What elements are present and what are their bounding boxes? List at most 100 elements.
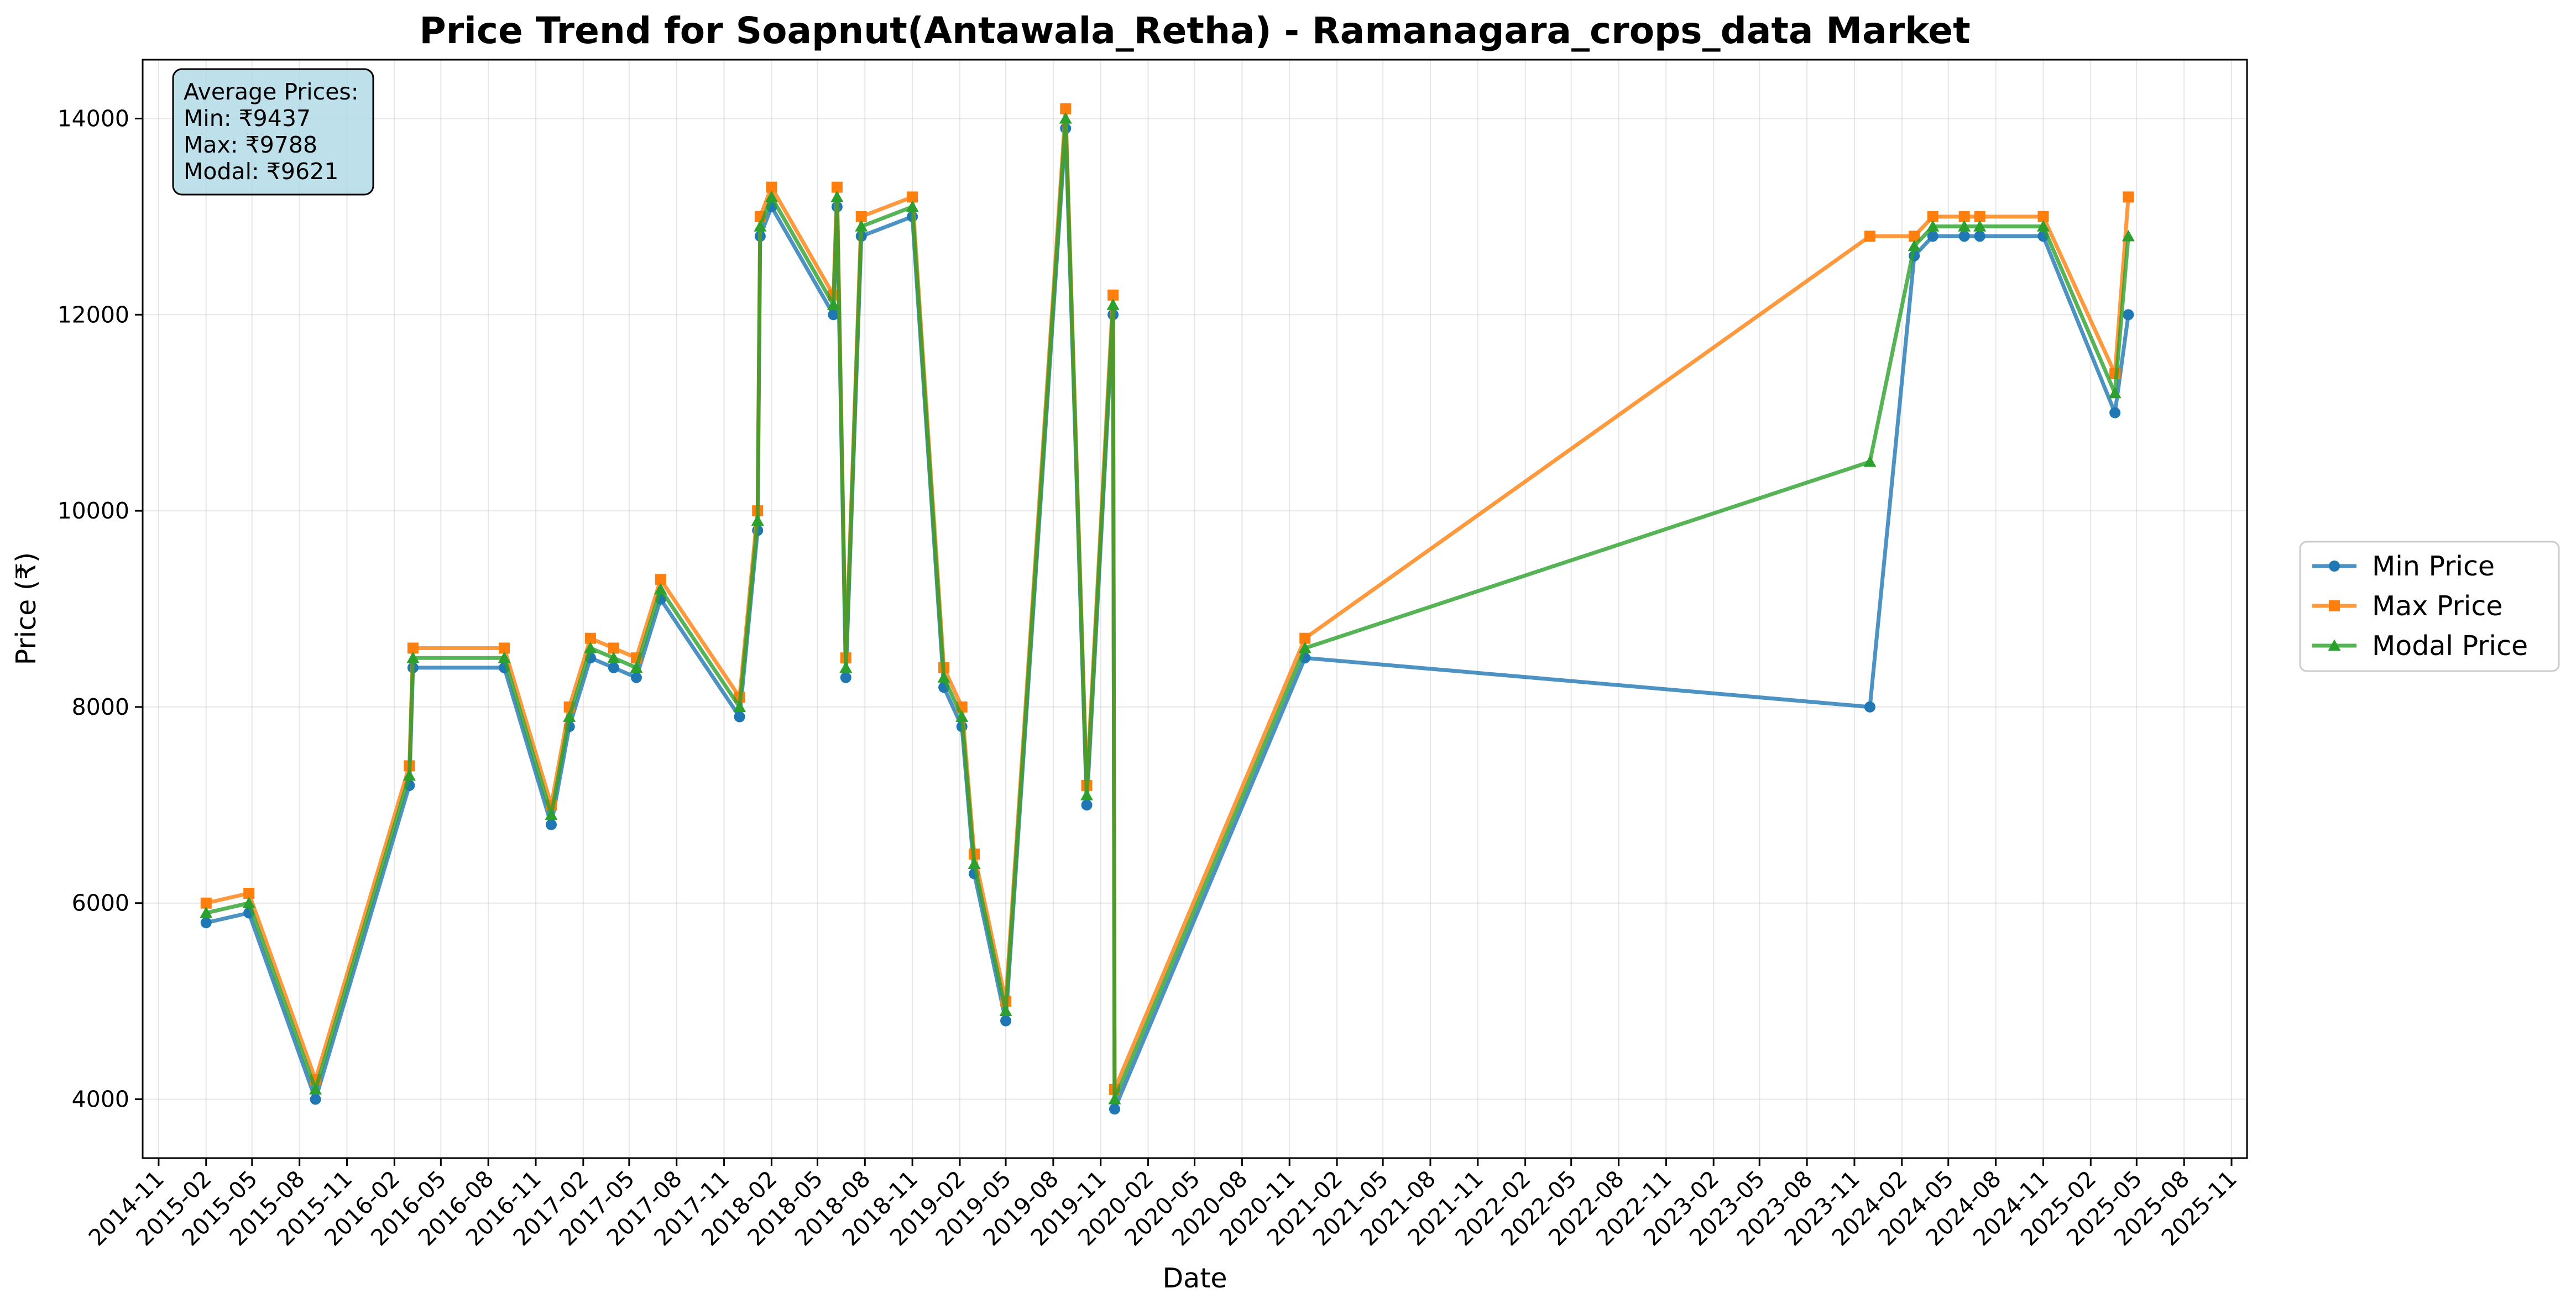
series-layer (200, 103, 2135, 1115)
y-tick-label: 4000 (72, 1086, 129, 1113)
modal-price-point (733, 700, 746, 713)
max-price-point (1107, 289, 1119, 301)
modal-price-point (830, 190, 844, 202)
min-price-point (2109, 407, 2121, 418)
modal-price-point (545, 808, 558, 820)
max-price-point (855, 211, 867, 222)
max-price-point (831, 181, 843, 193)
modal-price-point (1106, 299, 1120, 310)
y-tick-label: 8000 (72, 694, 129, 720)
modal-price-point (839, 661, 853, 673)
modal-price-point (584, 641, 597, 653)
legend-label: Max Price (2372, 590, 2502, 622)
modal-price-point (242, 897, 255, 908)
annotation-line-max: Max: ₹9788 (184, 132, 317, 158)
modal-price-point (937, 671, 950, 683)
y-tick-label: 14000 (58, 105, 129, 132)
min-price-point (828, 309, 839, 321)
min-price-point (1927, 231, 1938, 242)
max-price-point (766, 181, 777, 193)
modal-price-point (906, 200, 919, 212)
modal-price-point (1080, 789, 1094, 800)
min-price-point (630, 672, 642, 683)
legend-swatch-marker (2328, 639, 2341, 651)
modal-price-point (1108, 1093, 1121, 1104)
modal-price-point (406, 651, 420, 663)
modal-price-point (955, 710, 969, 722)
y-axis-label: Price (₹) (11, 552, 42, 666)
min-price-point (2123, 309, 2134, 321)
max-price-point (2037, 211, 2049, 222)
modal-price-point (1958, 220, 1971, 232)
min-price-point (1864, 701, 1875, 713)
max-price-point (655, 574, 666, 585)
legend-box (2299, 541, 2560, 672)
modal-price-point (1973, 220, 1987, 232)
max-price-point (608, 642, 619, 654)
legend-item-min-price: Min Price (2312, 551, 2495, 582)
legend-label: Modal Price (2372, 630, 2528, 662)
modal-price-point (1863, 455, 1877, 467)
modal-price-point (2122, 229, 2135, 242)
max-price-point (407, 642, 419, 654)
modal-price-point (2036, 220, 2050, 232)
x-axis-label: Date (1162, 1263, 1227, 1294)
modal-price-point (1926, 220, 1940, 232)
modal-price-point (200, 906, 213, 918)
min-price-point (200, 917, 212, 929)
max-price-point (499, 642, 510, 654)
min-price-point (608, 662, 619, 673)
max-price-point (1958, 211, 1970, 222)
y-tick-label: 12000 (58, 301, 129, 328)
min-price-point (1000, 1015, 1012, 1027)
modal-price-point (968, 857, 981, 869)
modal-price-point (654, 583, 667, 595)
grid (143, 60, 2247, 1158)
max-price-point (1927, 211, 1938, 222)
min-price-point (1974, 231, 1985, 242)
modal-price-point (403, 769, 416, 781)
modal-price-point (765, 190, 778, 202)
min-price-point (545, 819, 557, 830)
max-price-point (243, 887, 255, 899)
modal-price-point (607, 651, 620, 663)
modal-price-point (1298, 641, 1311, 653)
annotation-line-min: Min: ₹9437 (184, 105, 311, 132)
modal-price-point (1908, 239, 1921, 252)
modal-price-series (200, 112, 2135, 1104)
modal-price-point (999, 1004, 1012, 1017)
modal-price-point (827, 299, 840, 310)
min-price-point (1109, 1103, 1120, 1115)
legend-item-modal-price: Modal Price (2312, 630, 2528, 662)
max-price-point (1299, 632, 1311, 644)
modal-price-point (855, 220, 868, 232)
max-price-point (907, 191, 918, 203)
max-price-point (2123, 191, 2134, 203)
annotation-box (172, 68, 374, 196)
legend: Min Price Max Price Modal Price (2299, 541, 2560, 672)
modal-price-point (2108, 386, 2122, 399)
y-tick-label: 10000 (58, 498, 129, 524)
modal-price-point (754, 220, 767, 232)
modal-price-point (498, 651, 511, 663)
max-price-point (1909, 231, 1920, 242)
max-price-point (200, 897, 212, 909)
max-price-point (1974, 211, 1985, 222)
min-price-point (1958, 231, 1970, 242)
modal-price-point (630, 661, 643, 673)
min-price-point (310, 1093, 321, 1105)
modal-price-line (206, 116, 2130, 1102)
max-price-point (1060, 103, 1072, 114)
average-prices-annotation: Average Prices: Min: ₹9437 Max: ₹9788 Mo… (172, 68, 374, 196)
modal-price-point (751, 514, 764, 526)
annotation-line-heading: Average Prices: (184, 78, 359, 105)
legend-item-max-price: Max Price (2312, 590, 2502, 622)
legend-swatch-marker (2329, 600, 2340, 611)
legend-label: Min Price (2372, 551, 2495, 582)
modal-price-point (563, 710, 576, 722)
y-tick-label: 6000 (72, 890, 129, 917)
max-price-point (1864, 231, 1875, 242)
min-price-point (734, 711, 745, 722)
min-price-point (1081, 799, 1093, 811)
